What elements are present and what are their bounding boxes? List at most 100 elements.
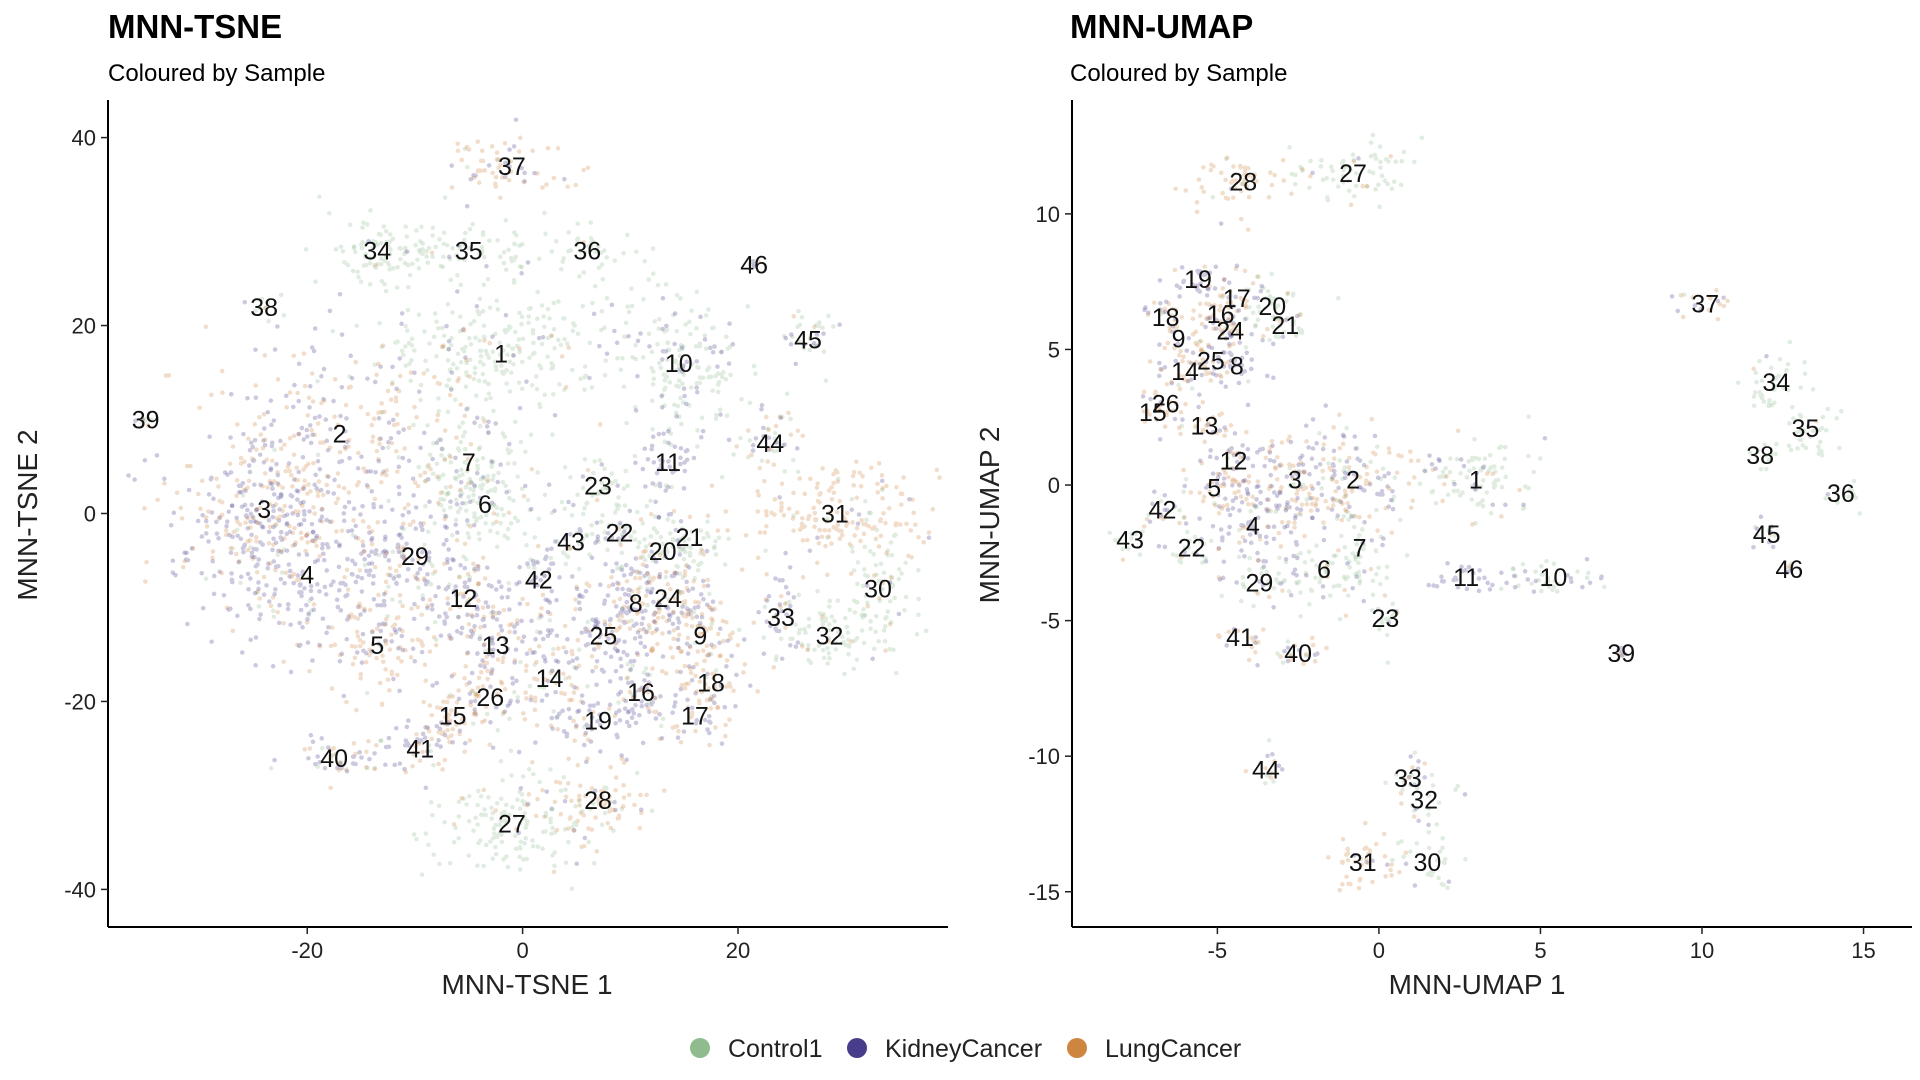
- points-24-lungcancer: [603, 508, 745, 655]
- cluster-points-33: [761, 548, 808, 670]
- umap-cluster-label-36: 36: [1827, 480, 1855, 508]
- cluster-points-27: [1287, 132, 1425, 210]
- cluster-points-43: [1107, 524, 1147, 562]
- cluster-points-35: [351, 218, 579, 283]
- points-9-lungcancer: [636, 583, 757, 674]
- points-42-kidneycancer: [499, 536, 575, 615]
- cluster-points-24: [589, 508, 745, 660]
- tsne-cluster-label-33: 33: [767, 604, 795, 632]
- tsne-cluster-label-14: 14: [536, 665, 564, 693]
- points-14-control1: [532, 662, 577, 719]
- umap-points: [1107, 132, 1863, 893]
- points-12-kidneycancer: [1197, 443, 1267, 490]
- points-44-lungcancer: [734, 410, 806, 464]
- points-42-control1: [506, 564, 553, 623]
- umap-cluster-label-2: 2: [1346, 467, 1360, 495]
- umap-cluster-label-20: 20: [1258, 293, 1286, 321]
- points-13-lungcancer: [1176, 411, 1234, 445]
- points-17-lungcancer: [1217, 266, 1261, 324]
- points-20-lungcancer: [618, 511, 693, 574]
- points-10-control1: [1498, 558, 1607, 594]
- points-33-control1: [1383, 750, 1435, 792]
- points-35-control1: [1769, 385, 1844, 458]
- points-35-control1: [351, 218, 579, 283]
- points-27-kidneycancer: [1310, 156, 1361, 176]
- points-43-kidneycancer: [549, 526, 601, 551]
- tsne-cluster-label-28: 28: [584, 787, 612, 815]
- cluster-points-31: [709, 452, 942, 578]
- cluster-points-30: [815, 487, 932, 677]
- tsne-axes: -20 0 20 -40 -20 0 20 40: [64, 100, 948, 963]
- points-45-lungcancer: [791, 314, 817, 330]
- points-45-control1: [1752, 524, 1778, 539]
- umap-y-axis-label: MNN-UMAP 2: [974, 427, 1005, 604]
- points-11-kidneycancer: [633, 393, 704, 520]
- umap-cluster-label-7: 7: [1353, 534, 1367, 562]
- cluster-points-31: [1326, 820, 1409, 893]
- points-46-kidneycancer: [750, 258, 758, 269]
- tsne-cluster-label-22: 22: [606, 519, 634, 547]
- points-5-lungcancer: [1181, 467, 1249, 509]
- umap-cluster-label-45: 45: [1753, 521, 1781, 549]
- points-30-kidneycancer: [855, 521, 932, 617]
- points-33-control1: [763, 548, 808, 663]
- points-19-lungcancer: [534, 695, 651, 761]
- points-2-control1: [1268, 431, 1398, 514]
- cluster-points-32: [1398, 779, 1468, 827]
- points-4-kidneycancer: [170, 469, 455, 679]
- cluster-points-1: [330, 264, 665, 455]
- points-4-control1: [248, 545, 404, 619]
- points-3-kidneycancer: [1217, 402, 1396, 530]
- umap-cluster-label-19: 19: [1184, 266, 1212, 294]
- points-4-lungcancer: [1188, 490, 1341, 563]
- points-22-lungcancer: [616, 526, 643, 561]
- tsne-cluster-label-34: 34: [363, 237, 391, 265]
- points-34-control1: [1735, 339, 1808, 409]
- umap-cluster-label-12: 12: [1220, 448, 1248, 476]
- points-5-kidneycancer: [310, 612, 418, 699]
- points-7-lungcancer: [422, 418, 491, 486]
- tsne-cluster-label-38: 38: [250, 294, 278, 322]
- points-46-control1: [747, 261, 759, 268]
- points-28-lungcancer: [524, 756, 667, 875]
- points-10-kidneycancer: [604, 296, 736, 434]
- points-23-control1: [562, 457, 658, 517]
- tsne-cluster-label-32: 32: [816, 623, 844, 651]
- cluster-points-2: [126, 291, 558, 614]
- tsne-cluster-label-17: 17: [681, 703, 709, 731]
- points-18-control1: [703, 668, 719, 712]
- points-25-lungcancer: [539, 570, 688, 670]
- points-28-kidneycancer: [562, 759, 644, 841]
- cluster-points-5: [307, 574, 437, 708]
- cluster-points-12: [1197, 429, 1269, 514]
- points-33-lungcancer: [763, 575, 806, 670]
- points-45-control1: [781, 308, 836, 383]
- tsne-cluster-label-5: 5: [370, 632, 384, 660]
- points-26-kidneycancer: [434, 647, 520, 725]
- cluster-points-46: [1784, 561, 1795, 575]
- cluster-points-17: [1206, 266, 1261, 331]
- points-6-control1: [396, 424, 565, 571]
- points-23-kidneycancer: [571, 462, 620, 508]
- points-3-lungcancer: [1215, 434, 1362, 539]
- points-25-lungcancer: [1180, 338, 1232, 378]
- points-12-control1: [1224, 464, 1254, 514]
- umap-cluster-label-37: 37: [1691, 290, 1719, 318]
- tsne-cluster-label-8: 8: [629, 590, 643, 618]
- tsne-cluster-label-29: 29: [401, 543, 429, 571]
- tsne-y-axis-label: MNN-TSNE 2: [12, 429, 43, 600]
- tsne-y-tick-label-20: 20: [72, 314, 96, 339]
- legend-label-lungcancer: LungCancer: [1105, 1035, 1241, 1063]
- points-17-kidneycancer: [1206, 287, 1257, 331]
- points-29-kidneycancer: [350, 501, 477, 632]
- cluster-points-26: [434, 647, 533, 726]
- legend-swatch-kidneycancer: [847, 1038, 867, 1058]
- points-5-control1: [1183, 476, 1217, 506]
- points-20-control1: [1224, 271, 1341, 329]
- points-26-lungcancer: [456, 655, 529, 723]
- points-2-control1: [270, 313, 451, 614]
- cluster-points-27: [411, 728, 616, 891]
- points-21-control1: [1253, 314, 1305, 343]
- points-15-lungcancer: [421, 672, 485, 754]
